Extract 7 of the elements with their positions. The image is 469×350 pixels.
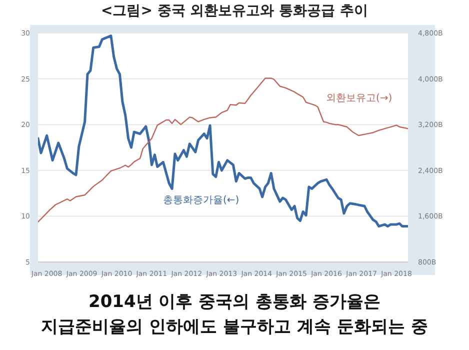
text: 2014년 이후 중국의 총통화 증가율은	[88, 291, 382, 313]
series-label: 외환보유고(→)	[326, 92, 392, 105]
text: 지급준비율의 인하에도 불구하고 계속 둔화되는 중	[40, 316, 429, 338]
line-series	[38, 78, 408, 223]
series-label: 총통화증가율(←)	[163, 194, 240, 207]
line-series	[38, 34, 408, 228]
chart-title: <그림> 중국 외환보유고와 통화공급 추이	[100, 2, 369, 20]
